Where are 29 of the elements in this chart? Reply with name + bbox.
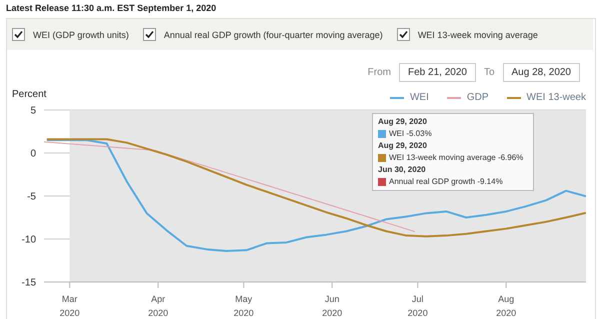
text: Aug 28, 2020 — [502, 63, 580, 82]
text: WEI (GDP growth units) — [33, 30, 129, 40]
annotation: WEI -5.03% — [389, 128, 432, 140]
y-tick-label: 5 — [30, 106, 36, 117]
annotation: Aug 29, 2020 — [378, 116, 428, 128]
annotation: Jun 30, 2020 — [378, 164, 427, 176]
legend-label: GDP — [466, 92, 489, 103]
legend-label: WEI — [410, 92, 429, 103]
y-axis-title: Percent — [12, 89, 46, 100]
x-tick-label: Mar 2020 — [60, 294, 80, 318]
x-tick-label: Apr 2020 — [148, 294, 168, 318]
text: Feb 21, 2020 — [399, 63, 476, 82]
chart-title: Latest Release 11:30 a.m. EST September 1, 2020 — [6, 3, 216, 13]
y-tick-label: -5 — [27, 192, 36, 203]
text: WEI 13-week moving average — [418, 30, 538, 40]
annotation: Aug 29, 2020 — [378, 140, 428, 152]
text: From — [368, 67, 391, 78]
x-tick-label: Jun 2020 — [322, 294, 342, 318]
text: Annual real GDP growth (four-quarter moving average) — [164, 30, 383, 40]
y-tick-label: -15 — [22, 278, 36, 289]
annotation: Annual real GDP growth -9.14% — [389, 176, 503, 188]
x-tick-label: May 2020 — [234, 294, 254, 318]
y-tick-label: 0 — [30, 148, 36, 160]
text: To — [484, 67, 494, 78]
x-tick-label: Jul 2020 — [408, 294, 428, 318]
annotation: WEI 13-week moving average -6.96% — [389, 152, 524, 164]
legend-label: WEI 13-week — [526, 92, 586, 103]
y-tick-label: -10 — [22, 234, 36, 246]
x-tick-label: Aug 2020 — [496, 294, 516, 318]
